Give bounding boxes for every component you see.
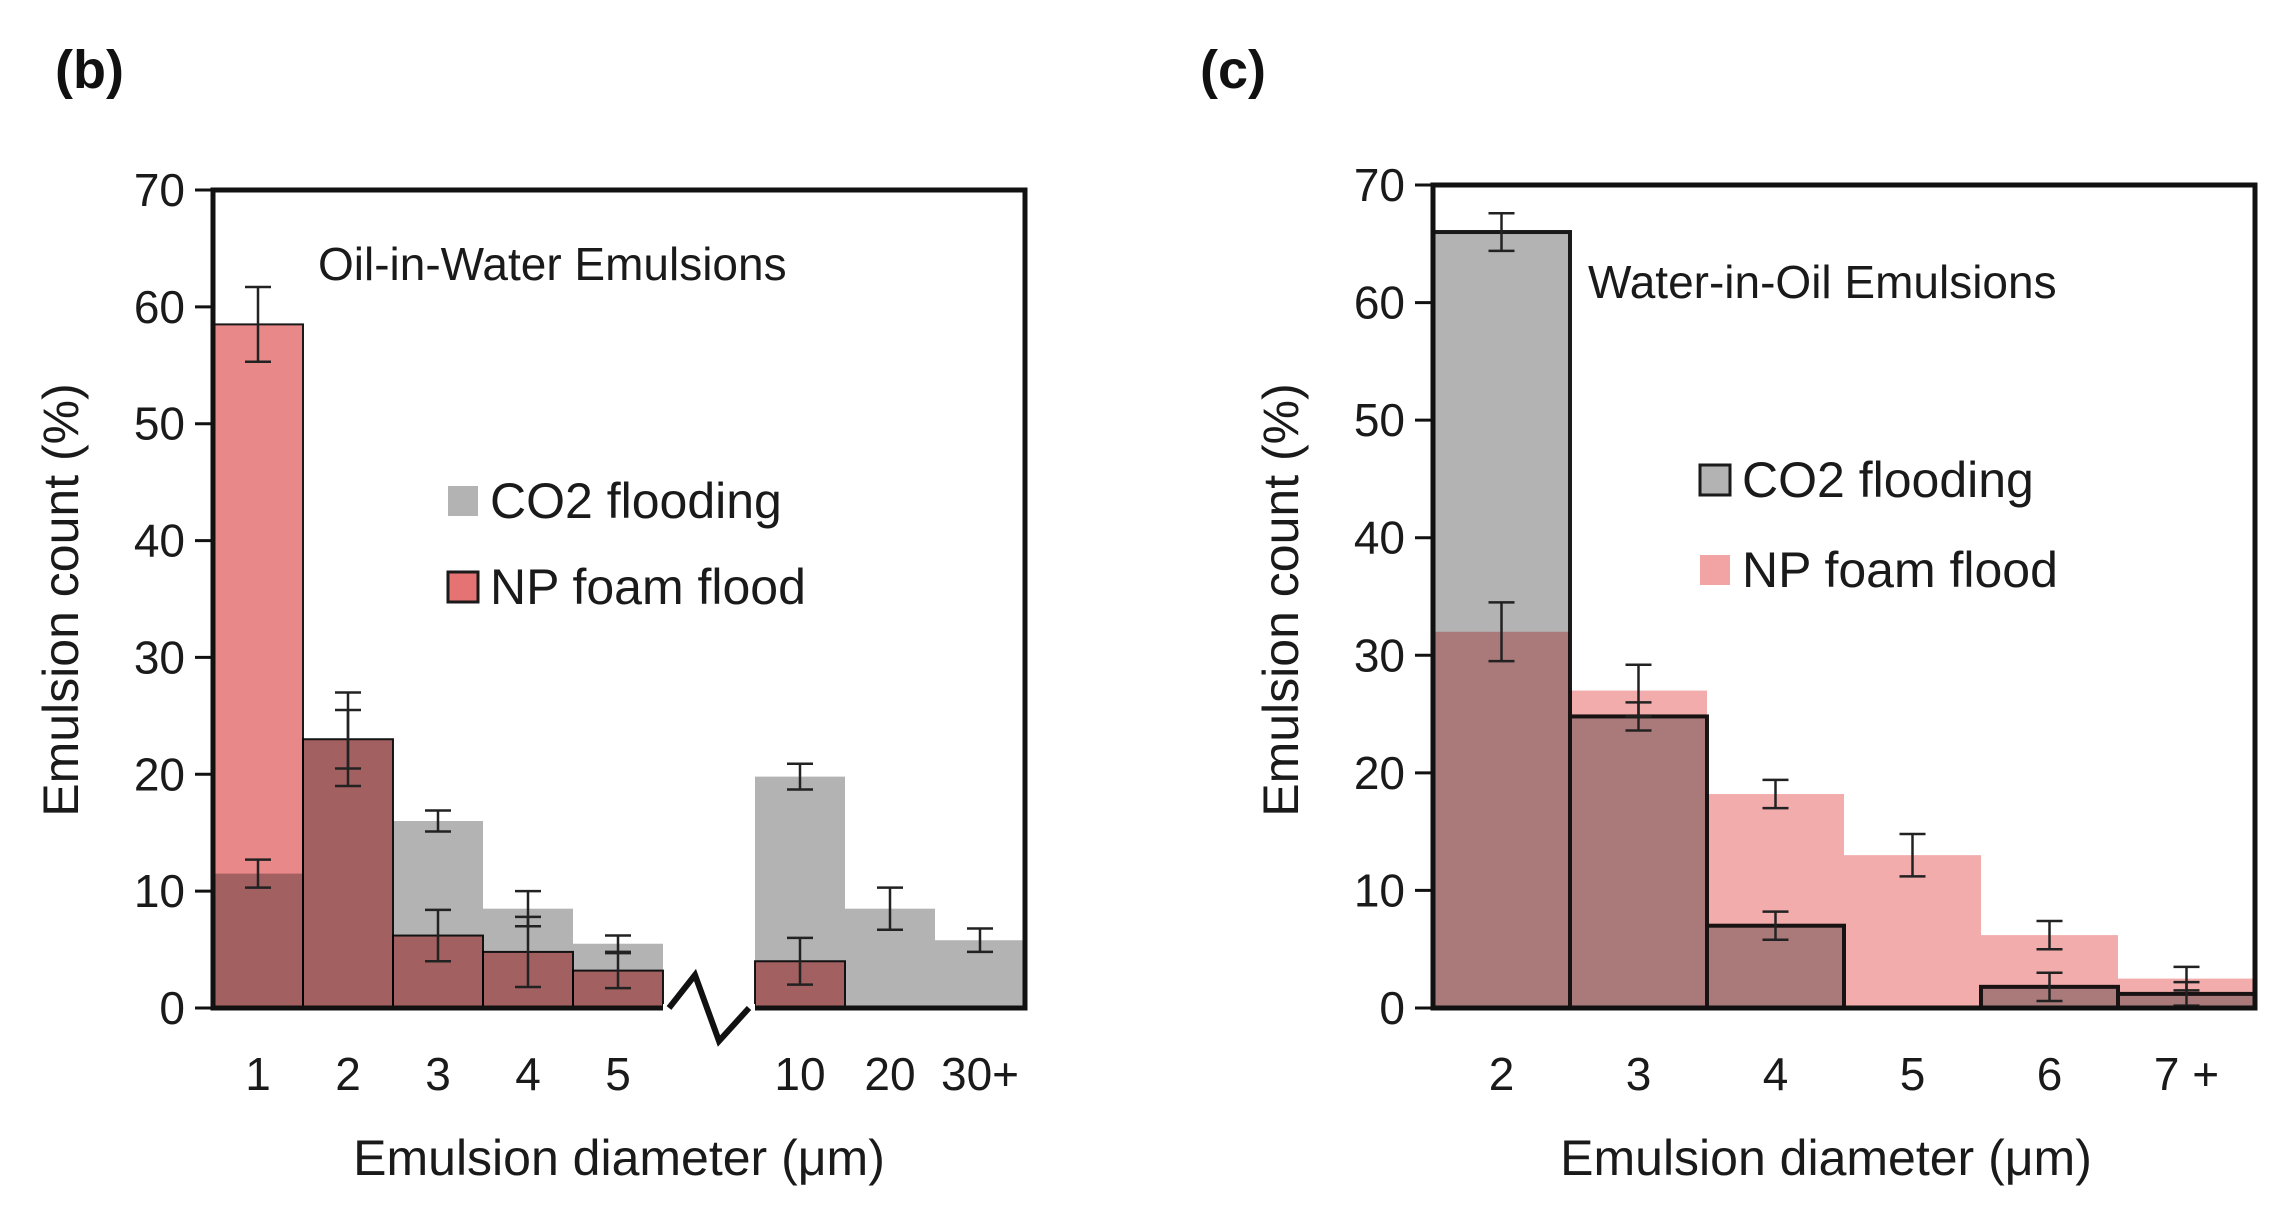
chart0-y-tick-label: 30 bbox=[134, 631, 185, 683]
chart0-error-bar-np-3 bbox=[425, 908, 451, 963]
chart1-error-bar-co2-4 bbox=[1762, 910, 1789, 942]
chart0-bar-np-1 bbox=[212, 323, 304, 1009]
chart0-y-tick-label: 70 bbox=[134, 164, 185, 216]
chart0-x-tick-label: 4 bbox=[515, 1048, 541, 1100]
chart1-x-tick-label: 7 + bbox=[2154, 1048, 2219, 1100]
panel-c-water-in-oil: (c) 0 10 20 30 40 50 60 70 2 3 4 5 6 7 + Water-in-Oil E… bbox=[1200, 40, 2258, 1186]
chart0-x-tick-label: 10 bbox=[774, 1048, 825, 1100]
chart1-error-bar-np-3 bbox=[1625, 663, 1652, 718]
chart1-y-tick-label: 70 bbox=[1354, 159, 1405, 211]
chart1-error-bar-np-5 bbox=[1899, 832, 1926, 878]
chart0-x-tick-label: 3 bbox=[425, 1048, 451, 1100]
chart0-error-bar-np-1 bbox=[245, 285, 271, 364]
chart1-bar-np-3 bbox=[1570, 690, 1707, 1008]
chart0-y-tick-label: 40 bbox=[134, 515, 185, 567]
chart0-legend-label-np: NP foam flood bbox=[490, 559, 806, 615]
chart0-panel-label: (b) bbox=[55, 40, 124, 100]
chart1-x-tick-label: 3 bbox=[1626, 1048, 1652, 1100]
panel-b-oil-in-water: (b) 0 10 20 30 40 50 60 70 1 2 3 4 5 10 20 30+ Oil-in-Wat… bbox=[33, 40, 1028, 1186]
chart0-y-tick-label: 10 bbox=[134, 865, 185, 917]
chart0-error-bar-np-5 bbox=[605, 951, 631, 990]
chart0-legend-label-co2: CO2 flooding bbox=[490, 473, 782, 529]
chart0-axis-break-mark bbox=[666, 968, 752, 1047]
chart0-error-bar-co2-30 bbox=[967, 927, 993, 954]
chart0-error-bar-co2-10 bbox=[787, 762, 813, 791]
chart1-error-bar-co2-6 bbox=[2036, 971, 2063, 1003]
chart1-bar-np-5 bbox=[1844, 855, 1981, 1008]
chart1-error-bar-np-4 bbox=[1762, 778, 1789, 810]
chart0-error-bar-co2-20 bbox=[877, 886, 903, 931]
chart0-x-axis-title: Emulsion diameter (μm) bbox=[353, 1130, 885, 1186]
chart1-legend-swatch-co2 bbox=[1698, 463, 1732, 497]
chart0-legend-swatch-np bbox=[446, 570, 480, 604]
chart1-error-bar-np-7 bbox=[2173, 965, 2200, 992]
chart0-x-tick-label: 30+ bbox=[941, 1048, 1019, 1100]
chart1-title: Water-in-Oil Emulsions bbox=[1588, 256, 2057, 308]
chart1-y-tick-label: 60 bbox=[1354, 277, 1405, 329]
chart0-plot-frame bbox=[210, 187, 1028, 1011]
chart1-y-tick-label: 10 bbox=[1354, 864, 1405, 916]
chart1-y-axis-title: Emulsion count (%) bbox=[1253, 383, 1309, 817]
chart1-x-tick-label: 6 bbox=[2037, 1048, 2063, 1100]
chart0-error-bar-np-4 bbox=[515, 915, 541, 989]
chart0-y-tick-label: 50 bbox=[134, 398, 185, 450]
chart0-error-bar-co2-1 bbox=[245, 858, 271, 889]
chart1-x-tick-label: 2 bbox=[1489, 1048, 1515, 1100]
chart0-error-bar-np-10 bbox=[787, 936, 813, 986]
chart1-bar-np-4 bbox=[1707, 794, 1844, 1008]
chart1-legend-label-np: NP foam flood bbox=[1742, 542, 2058, 598]
chart1-legend-label-co2: CO2 flooding bbox=[1742, 452, 2034, 508]
chart0-y-axis-title: Emulsion count (%) bbox=[33, 383, 89, 817]
chart1-legend-swatch-np bbox=[1700, 555, 1730, 585]
chart0-y-tick-label: 0 bbox=[159, 982, 185, 1034]
chart0-error-bar-co2-3 bbox=[425, 809, 451, 833]
chart0-error-bar-np-2 bbox=[335, 691, 361, 788]
chart0-x-tick-label: 2 bbox=[335, 1048, 361, 1100]
chart1-x-axis-title: Emulsion diameter (μm) bbox=[1560, 1130, 2092, 1186]
chart1-x-tick-label: 4 bbox=[1763, 1048, 1789, 1100]
chart1-y-tick-label: 30 bbox=[1354, 629, 1405, 681]
chart0-title: Oil-in-Water Emulsions bbox=[318, 238, 787, 290]
chart1-y-tick-label: 40 bbox=[1354, 512, 1405, 564]
chart1-plot-frame bbox=[1430, 182, 2258, 1011]
chart1-panel-label: (c) bbox=[1200, 40, 1266, 100]
chart1-y-tick-label: 20 bbox=[1354, 747, 1405, 799]
chart1-y-tick-label: 0 bbox=[1379, 982, 1405, 1034]
chart1-error-bar-np-2 bbox=[1488, 601, 1515, 663]
chart0-x-tick-label: 5 bbox=[605, 1048, 631, 1100]
chart0-x-tick-label: 20 bbox=[864, 1048, 915, 1100]
chart1-error-bar-np-6 bbox=[2036, 919, 2063, 951]
chart0-x-tick-label: 1 bbox=[245, 1048, 271, 1100]
chart0-y-tick-label: 20 bbox=[134, 748, 185, 800]
chart1-y-tick-label: 50 bbox=[1354, 394, 1405, 446]
chart1-bar-np-2 bbox=[1433, 631, 1570, 1008]
chart1-x-tick-label: 5 bbox=[1900, 1048, 1926, 1100]
chart1-error-bar-co2-2 bbox=[1488, 211, 1515, 253]
chart0-y-tick-label: 60 bbox=[134, 281, 185, 333]
chart0-legend-swatch-co2 bbox=[448, 486, 478, 516]
